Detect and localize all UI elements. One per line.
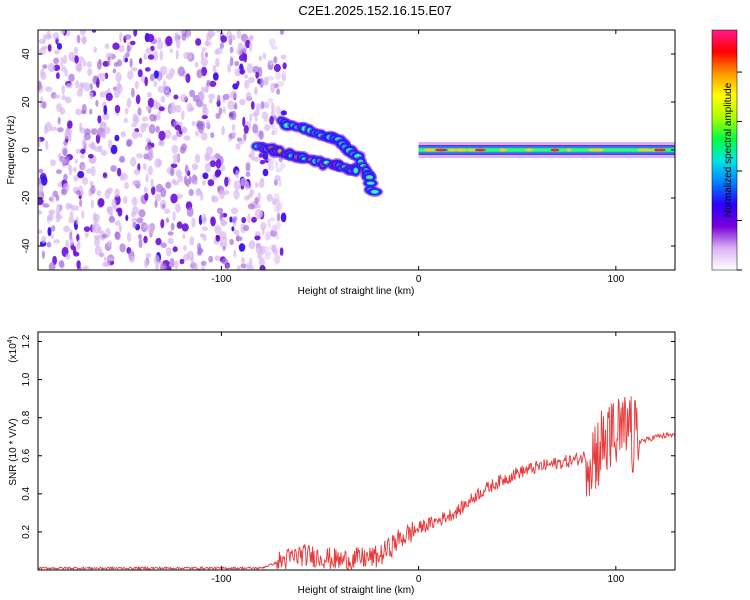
spectrogram-y-label: Frequency (Hz) bbox=[6, 116, 17, 185]
x-tick-label: -100 bbox=[211, 274, 231, 285]
colorbar-label: Normalized spectral amplitude bbox=[723, 82, 734, 217]
noise-region bbox=[38, 30, 287, 270]
y-tick-label: 1.2 bbox=[21, 334, 32, 348]
y-tick-label: -20 bbox=[21, 190, 32, 205]
snr-panel: -100 0 100 0.2 0.4 0.6 0.8 1.0 1.2 Height of st… bbox=[7, 331, 676, 596]
snr-x-ticks: -100 0 100 bbox=[211, 332, 625, 585]
colorbar-ticks: 0.00.20.40.60.8 bbox=[737, 71, 742, 271]
y-tick-label: 0 bbox=[21, 147, 32, 153]
spectrogram-x-ticks: -100 0 100 bbox=[211, 30, 625, 285]
snr-y-ticks: 0.2 0.4 0.6 0.8 1.0 1.2 bbox=[21, 334, 675, 539]
y-tick-label: 0.8 bbox=[21, 410, 32, 424]
snr-y-label: SNR (10 * V/V) bbox=[8, 418, 19, 485]
x-tick-label: 100 bbox=[607, 574, 624, 585]
snr-x-label: Height of straight line (km) bbox=[298, 585, 415, 596]
y-tick-label: 20 bbox=[21, 96, 32, 108]
spectrogram-panel: -100 0 100 -40 -20 0 20 40 Height of straight … bbox=[6, 29, 676, 297]
x-tick-label: 0 bbox=[416, 274, 422, 285]
snr-series-line bbox=[38, 396, 675, 570]
snr-plot-area bbox=[38, 396, 675, 570]
spectrogram-plot-area bbox=[38, 30, 675, 270]
x-tick-label: 100 bbox=[607, 274, 624, 285]
descending-track bbox=[275, 115, 384, 197]
x-tick-label: -100 bbox=[211, 574, 231, 585]
y-tick-label: 1.0 bbox=[21, 372, 32, 386]
descending-track bbox=[250, 141, 362, 178]
y-tick-label: 0.4 bbox=[21, 486, 32, 500]
carrier-band bbox=[418, 142, 675, 158]
colorbar-gradient bbox=[711, 29, 738, 271]
spectrogram-y-ticks: -40 -20 0 20 40 bbox=[21, 48, 675, 253]
x-tick-label: 0 bbox=[416, 574, 422, 585]
spectrogram-x-label: Height of straight line (km) bbox=[298, 286, 415, 297]
y-tick-label: -40 bbox=[21, 238, 32, 253]
figure-title: C2E1.2025.152.16.15.E07 bbox=[298, 3, 451, 18]
colorbar: 0.00.20.40.60.8 Normalized spectral ampl… bbox=[711, 29, 742, 271]
y-tick-label: 40 bbox=[21, 48, 32, 60]
snr-frame bbox=[37, 331, 676, 571]
y-tick-label: 0.2 bbox=[21, 525, 32, 539]
snr-y-multiplier: (x104) bbox=[7, 336, 19, 363]
y-tick-label: 0.6 bbox=[21, 448, 32, 462]
